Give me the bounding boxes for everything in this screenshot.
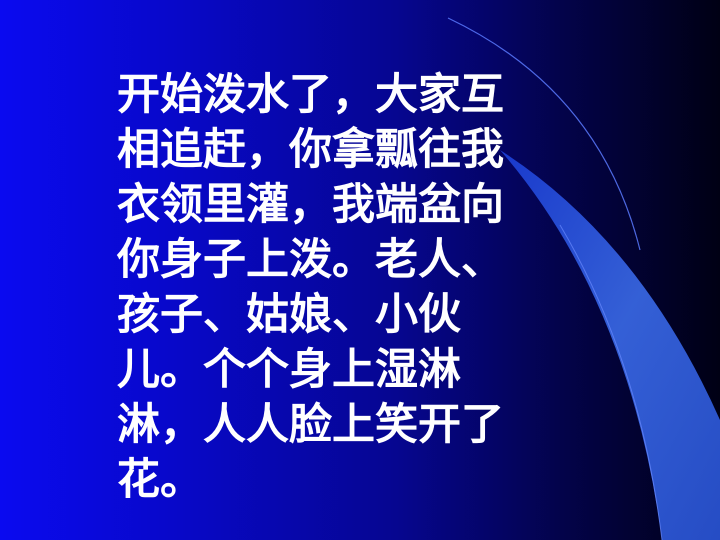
decorative-band bbox=[500, 150, 720, 540]
text-line: 儿。个个身上湿淋 bbox=[117, 345, 461, 395]
text-line: 孩子、姑娘、小伙 bbox=[117, 290, 461, 340]
slide-body-text: 开始泼水了，大家互 相追赶，你拿瓢往我 衣领里灌，我端盆向 你身子上泼。老人、 … bbox=[117, 68, 557, 508]
text-line: 淋，人人脸上笑开了 bbox=[117, 400, 504, 450]
decorative-arc-lower bbox=[559, 224, 663, 540]
text-line: 开始泼水了，大家互 bbox=[117, 70, 504, 120]
text-line: 你身子上泼。老人、 bbox=[117, 235, 504, 285]
text-line: 衣领里灌，我端盆向 bbox=[117, 180, 504, 230]
decorative-arc bbox=[447, 17, 641, 251]
text-line: 相追赶，你拿瓢往我 bbox=[117, 125, 504, 175]
text-line: 花。 bbox=[117, 455, 203, 505]
